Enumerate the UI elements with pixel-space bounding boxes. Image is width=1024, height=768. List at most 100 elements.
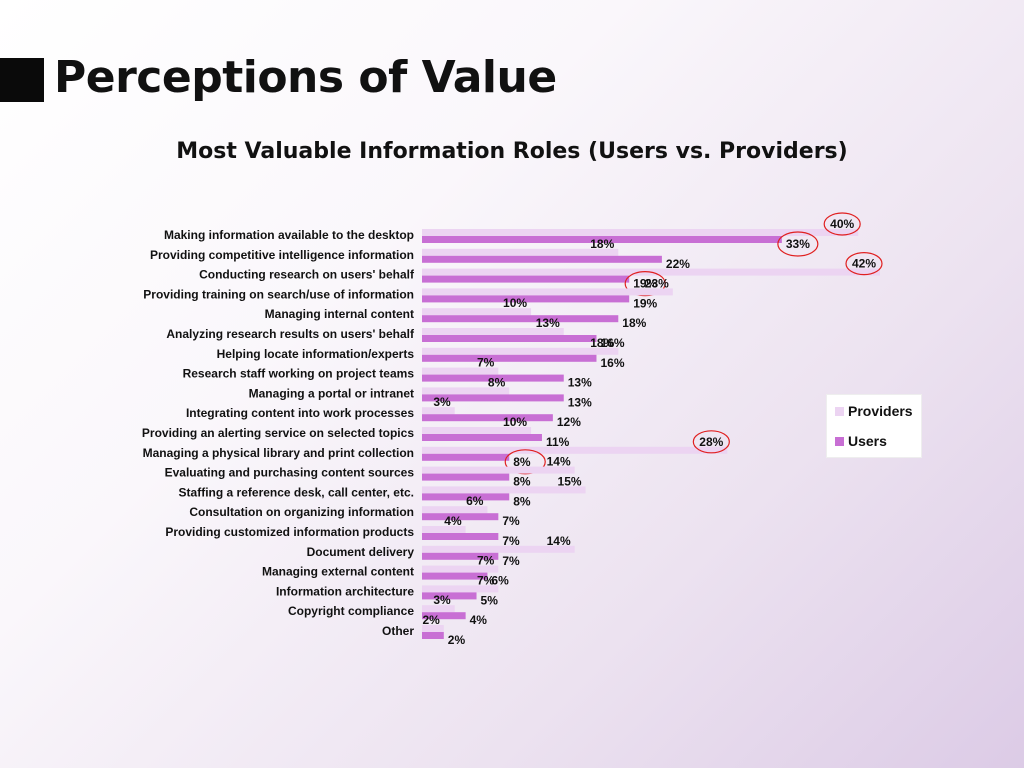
users-bar bbox=[422, 552, 499, 560]
category-label: Managing a portal or intranet bbox=[249, 386, 414, 400]
providers-value-label: 4% bbox=[444, 514, 462, 528]
providers-value-label: 7% bbox=[477, 554, 495, 568]
category-label: Making information available to the desk… bbox=[164, 228, 414, 242]
category-label: Managing a physical library and print co… bbox=[143, 446, 414, 460]
providers-bar bbox=[422, 367, 499, 375]
users-bar bbox=[422, 513, 499, 521]
category-label: Staffing a reference desk, call center, … bbox=[179, 485, 414, 499]
legend-item-providers: Providers bbox=[835, 403, 913, 419]
users-bar bbox=[422, 533, 499, 540]
users-bar bbox=[422, 592, 477, 600]
category-label: Providing competitive intelligence infor… bbox=[150, 248, 414, 262]
providers-value-label: 18% bbox=[590, 237, 614, 251]
slide-title: Perceptions of Value bbox=[54, 52, 557, 103]
providers-value-label: 14% bbox=[547, 534, 571, 548]
category-label: Conducting research on users' behalf bbox=[199, 268, 415, 282]
providers-value-label: 3% bbox=[433, 395, 451, 409]
users-bar bbox=[422, 295, 630, 303]
users-value-label: 8% bbox=[513, 494, 531, 508]
providers-value-label: 42% bbox=[852, 257, 876, 271]
users-bar bbox=[422, 434, 542, 441]
users-bar bbox=[422, 612, 466, 620]
users-bar bbox=[422, 275, 630, 283]
chart-legend: Providers Users bbox=[826, 394, 922, 458]
category-label: Providing an alerting service on selecte… bbox=[142, 426, 414, 440]
providers-bar bbox=[422, 446, 728, 454]
users-value-label: 16% bbox=[600, 356, 624, 370]
highlight-circle bbox=[823, 212, 861, 236]
users-value-label: 7% bbox=[502, 534, 520, 548]
providers-bar bbox=[422, 506, 488, 514]
legend-label-users: Users bbox=[848, 433, 887, 449]
providers-value-label: 14% bbox=[547, 455, 571, 469]
users-value-label: 2% bbox=[448, 633, 466, 647]
users-bar bbox=[422, 632, 444, 639]
users-value-label: 33% bbox=[786, 237, 810, 251]
users-value-label: 11% bbox=[546, 435, 570, 449]
providers-bar bbox=[422, 248, 619, 256]
providers-bar bbox=[422, 387, 510, 395]
highlight-circle bbox=[845, 252, 883, 276]
providers-bar bbox=[422, 308, 532, 316]
providers-bar bbox=[422, 565, 499, 573]
users-value-label: 5% bbox=[481, 593, 499, 607]
providers-bar bbox=[422, 526, 466, 533]
category-label: Managing internal content bbox=[265, 307, 414, 321]
users-bar bbox=[422, 473, 510, 481]
providers-value-label: 13% bbox=[536, 316, 560, 330]
providers-bar bbox=[422, 347, 619, 355]
users-value-label: 6% bbox=[491, 574, 509, 588]
users-bar bbox=[422, 315, 619, 323]
users-value-label: 13% bbox=[568, 376, 592, 390]
category-label: Other bbox=[382, 624, 414, 638]
providers-bar bbox=[422, 545, 575, 553]
providers-bar bbox=[422, 605, 455, 613]
providers-bar bbox=[422, 625, 444, 632]
providers-value-label: 7% bbox=[477, 356, 495, 370]
providers-value-label: 7% bbox=[477, 573, 495, 587]
providers-value-label: 2% bbox=[422, 613, 440, 627]
providers-value-label: 8% bbox=[488, 375, 506, 389]
category-label: Evaluating and purchasing content source… bbox=[165, 466, 415, 480]
providers-bar bbox=[422, 466, 575, 474]
category-label: Providing training on search/use of info… bbox=[143, 287, 414, 301]
users-value-label: 7% bbox=[502, 514, 520, 528]
title-bullet-block bbox=[0, 58, 44, 102]
users-value-label: 8% bbox=[513, 475, 531, 489]
category-label: Integrating content into work processes bbox=[186, 406, 414, 420]
highlight-circle bbox=[624, 271, 666, 297]
providers-bar bbox=[422, 486, 586, 494]
users-value-label: 18% bbox=[622, 316, 646, 330]
users-bar bbox=[422, 374, 564, 382]
users-bar bbox=[422, 453, 510, 461]
providers-bar bbox=[422, 229, 859, 236]
category-label: Document delivery bbox=[307, 545, 415, 559]
providers-value-label: 10% bbox=[503, 296, 527, 310]
providers-value-label: 15% bbox=[558, 474, 582, 488]
users-bar bbox=[422, 335, 597, 342]
legend-swatch-users bbox=[835, 436, 844, 446]
providers-bar bbox=[422, 585, 499, 593]
users-bar bbox=[422, 414, 553, 422]
users-bar bbox=[422, 255, 662, 263]
users-bar bbox=[422, 394, 564, 402]
providers-value-label: 28% bbox=[699, 435, 723, 449]
providers-value-label: 6% bbox=[466, 494, 484, 508]
providers-bar bbox=[422, 328, 564, 335]
providers-bar bbox=[422, 427, 532, 434]
users-value-label: 19% bbox=[633, 277, 657, 291]
users-value-label: 8% bbox=[513, 455, 531, 469]
category-label: Providing customized information product… bbox=[165, 525, 414, 539]
users-value-label: 7% bbox=[502, 554, 520, 568]
users-value-label: 12% bbox=[557, 415, 581, 429]
category-label: Research staff working on project teams bbox=[183, 367, 415, 381]
highlight-circle bbox=[504, 449, 546, 475]
users-bar bbox=[422, 236, 782, 243]
highlight-circle bbox=[692, 430, 730, 454]
users-value-label: 19% bbox=[633, 296, 657, 310]
users-value-label: 13% bbox=[568, 395, 592, 409]
users-bar bbox=[422, 493, 510, 501]
providers-value-label: 23% bbox=[645, 276, 669, 290]
category-label: Helping locate information/experts bbox=[217, 347, 415, 361]
